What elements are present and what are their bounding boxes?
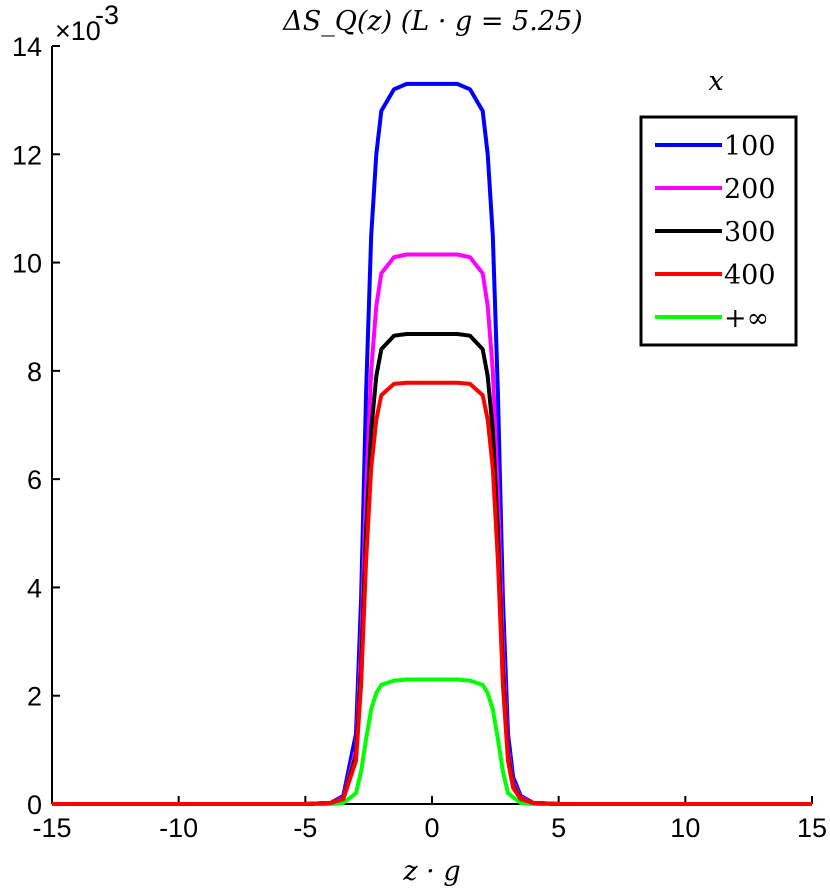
series-line-+∞ [52,677,812,806]
x-tick-label: -10 [159,813,198,843]
legend-label: 300 [724,217,776,248]
x-tick-label: -5 [293,813,317,843]
svg-text:×10: ×10 [55,16,101,46]
y-tick-label: 4 [27,573,42,603]
series-layer [52,81,812,806]
x-tick-label: -15 [32,813,71,843]
legend: x 100 200 300 400 +∞ [639,66,798,347]
y-tick-label: 2 [27,682,42,712]
x-tick-label: 10 [670,813,700,843]
legend-title: x [708,66,723,97]
legend-label: +∞ [724,303,769,334]
y-tick-label: 6 [27,465,42,495]
axes: -15 -10 -5 0 5 10 15 0 2 4 6 8 10 12 14 [12,32,827,843]
y-exponent-label: ×10 -3 [55,0,119,46]
legend-label: 200 [724,174,776,205]
y-tick-label: 14 [12,32,42,62]
x-tick-label: 15 [797,813,827,843]
x-tick-label: 5 [551,813,566,843]
chart-title: ΔS_Q(z) (L · g = 5.25) [282,6,582,37]
series-line-400 [52,380,812,806]
legend-label: 400 [724,260,776,291]
x-tick-label: 0 [424,813,439,843]
svg-text:-3: -3 [95,0,119,30]
y-tick-label: 12 [12,140,42,170]
legend-label: 100 [724,131,776,162]
series-line-300 [52,332,812,806]
x-axis-label: z · g [402,856,460,887]
y-tick-label: 8 [27,357,42,387]
y-tick-label: 0 [27,790,42,820]
y-tick-label: 10 [12,249,42,279]
